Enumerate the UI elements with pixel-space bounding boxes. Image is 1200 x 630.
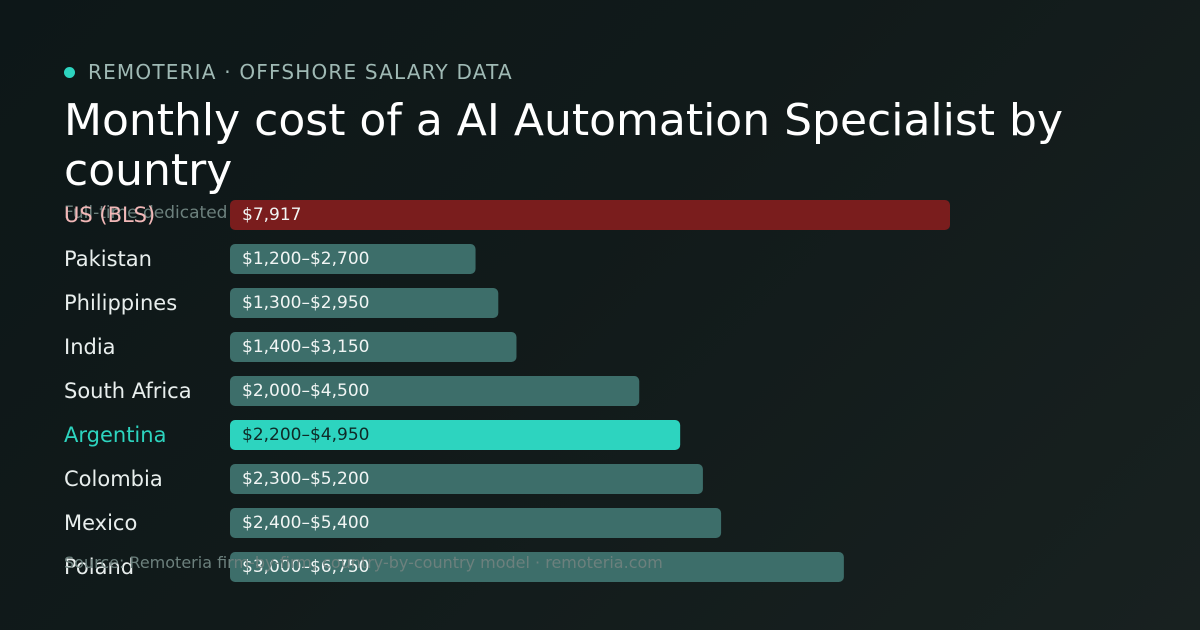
value-label-india: $1,400–$3,150: [242, 337, 369, 357]
brand-text: REMOTERIA · OFFSHORE SALARY DATA: [88, 60, 513, 84]
bar-south-africa: [230, 376, 640, 406]
category-label-south-africa: South Africa: [64, 379, 192, 403]
source-footer: Source: Remoteria firm-by-firm, country-…: [64, 553, 663, 572]
chart-subtitle: Full-time dedicated: [64, 203, 228, 223]
bar-pakistan: [230, 244, 476, 274]
brand: REMOTERIA · OFFSHORE SALARY DATA: [64, 60, 513, 84]
bar-philippines: [230, 288, 499, 318]
bar-india: [230, 332, 517, 362]
category-label-india: India: [64, 335, 116, 359]
chart-title: Monthly cost of a AI Automation Speciali…: [64, 95, 1063, 196]
bar-argentina: [230, 420, 681, 450]
value-label-mexico: $2,400–$5,400: [242, 513, 369, 533]
category-label-philippines: Philippines: [64, 291, 177, 315]
value-label-south-africa: $2,000–$4,500: [242, 381, 369, 401]
value-label-colombia: $2,300–$5,200: [242, 469, 369, 489]
value-label-poland: $3,000–$6,750: [242, 557, 369, 577]
category-label-poland: Poland: [64, 555, 134, 579]
bar-colombia: [230, 464, 703, 494]
brand-dot-icon: [64, 66, 75, 78]
category-label-colombia: Colombia: [64, 467, 163, 491]
bar-mexico: [230, 508, 722, 538]
value-label-pakistan: $1,200–$2,700: [242, 249, 369, 269]
category-label-pakistan: Pakistan: [64, 247, 152, 271]
value-label-argentina: $2,200–$4,950: [242, 425, 369, 445]
bar-us-bls: [230, 200, 950, 230]
category-label-us-bls: US (BLS): [64, 203, 155, 227]
value-label-us-bls: $7,917: [242, 205, 301, 225]
category-label-argentina: Argentina: [64, 423, 166, 447]
category-label-mexico: Mexico: [64, 511, 137, 535]
value-label-philippines: $1,300–$2,950: [242, 293, 369, 313]
bar-poland: [230, 552, 844, 582]
